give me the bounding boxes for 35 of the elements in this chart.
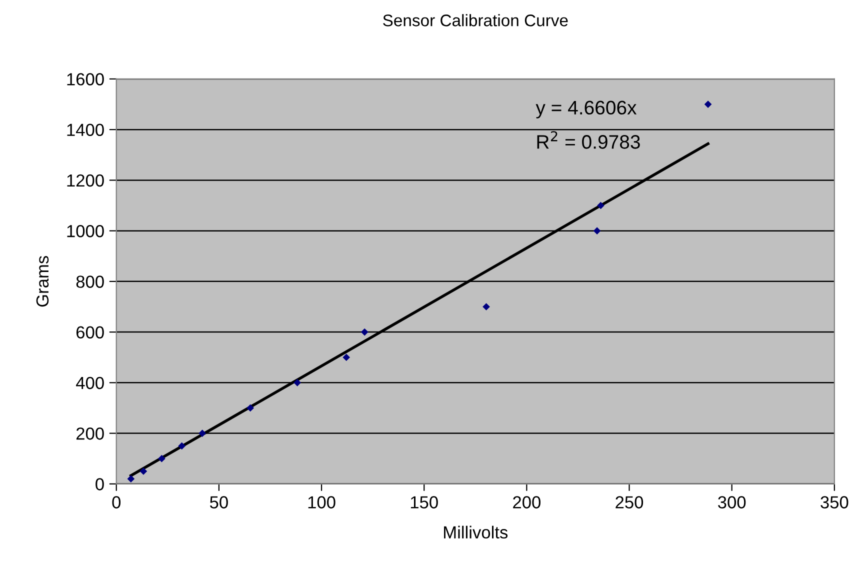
x-tick-label: 0 bbox=[112, 496, 121, 508]
x-tick-label: 50 bbox=[210, 496, 228, 508]
x-axis-title: Millivolts bbox=[444, 526, 508, 539]
point bbox=[246, 404, 254, 412]
annotation: R$^{2}$ = 0.9783 bbox=[537, 131, 640, 149]
point bbox=[360, 328, 368, 336]
point bbox=[294, 379, 301, 386]
x-tick-label: 150 bbox=[410, 496, 438, 508]
point bbox=[342, 354, 350, 362]
y-axis-title: Grams bbox=[36, 256, 49, 307]
y-tick-label: 400 bbox=[76, 376, 104, 390]
y-tick-label: 1400 bbox=[67, 124, 104, 136]
y-tick-label: 200 bbox=[76, 427, 104, 440]
point bbox=[597, 202, 604, 210]
point bbox=[158, 454, 166, 462]
point bbox=[198, 430, 206, 437]
point bbox=[178, 442, 186, 450]
chart-title: Sensor Calibration Curve bbox=[383, 14, 568, 26]
annotation: y = 4.6606x bbox=[536, 100, 637, 118]
y-tick-label: 600 bbox=[76, 326, 104, 339]
y-tick-label: 800 bbox=[76, 276, 104, 288]
point bbox=[127, 475, 135, 483]
point bbox=[704, 100, 712, 108]
y-tick-label: 0 bbox=[96, 478, 104, 490]
x-tick-label: 100 bbox=[308, 496, 336, 508]
x-tick-label: 200 bbox=[513, 496, 540, 508]
y-tick-label: 1600 bbox=[67, 73, 104, 86]
x-tick-label: 300 bbox=[718, 496, 746, 508]
x-tick-label: 350 bbox=[820, 496, 848, 508]
y-tick-label: 1200 bbox=[67, 174, 104, 187]
y-tick-label: 1000 bbox=[67, 224, 104, 238]
point bbox=[593, 227, 601, 234]
x-tick-label: 250 bbox=[616, 496, 644, 508]
point bbox=[140, 468, 148, 475]
point bbox=[482, 303, 490, 310]
